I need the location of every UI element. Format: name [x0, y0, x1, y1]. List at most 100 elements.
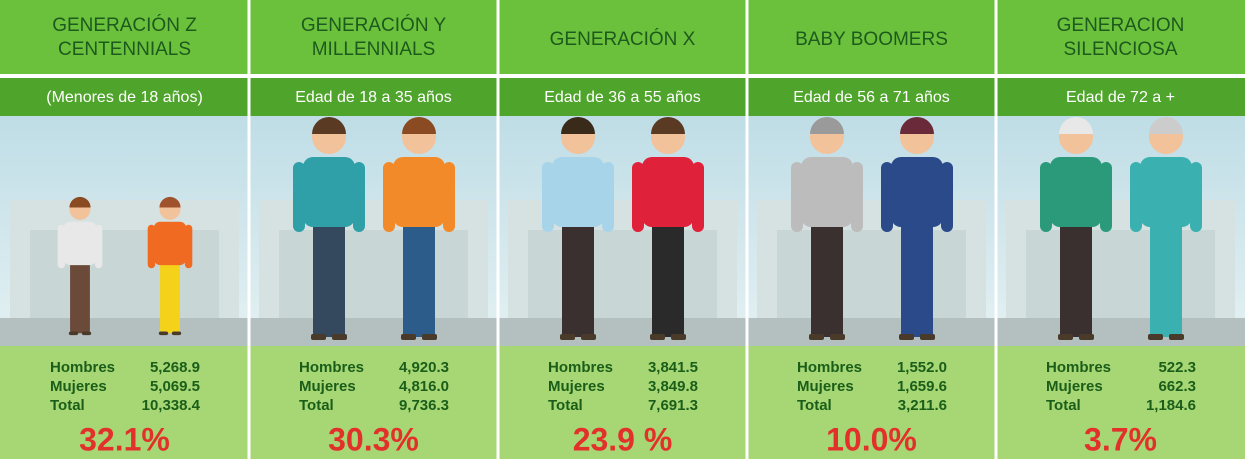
stat-label: Mujeres: [299, 378, 356, 395]
stat-value: 4,920.3: [399, 359, 449, 376]
age-range: Edad de 72 a +: [1066, 89, 1175, 106]
person-shoe: [920, 334, 935, 340]
building: [528, 230, 717, 320]
person-legs: [70, 259, 90, 333]
person-arm: [851, 162, 863, 232]
stat-label: Total: [797, 397, 832, 414]
person-legs: [313, 217, 345, 337]
stat-value: 662.3: [1158, 378, 1196, 395]
sidewalk: [498, 318, 747, 346]
person-torso: [64, 222, 96, 265]
percentage: 3.7%: [1084, 421, 1157, 457]
person-torso: [801, 157, 853, 227]
stat-label: Mujeres: [1046, 378, 1103, 395]
person-shoe: [809, 334, 824, 340]
stat-value: 3,841.5: [648, 359, 698, 376]
person-shoe: [830, 334, 845, 340]
generation-title: GENERACION: [1057, 15, 1185, 36]
person-arm: [1100, 162, 1112, 232]
building: [279, 230, 468, 320]
person-arm: [148, 225, 155, 268]
sidewalk: [747, 318, 996, 346]
sidewalk: [249, 318, 498, 346]
percentage: 32.1%: [79, 421, 170, 457]
person-arm: [632, 162, 644, 232]
person-shoe: [311, 334, 326, 340]
person-shoe: [671, 334, 686, 340]
building: [777, 230, 966, 320]
title-band: [249, 0, 498, 74]
stat-label: Total: [1046, 397, 1081, 414]
stat-label: Hombres: [548, 359, 613, 376]
person-shoe: [69, 331, 78, 335]
person-shoe: [172, 331, 181, 335]
person-torso: [552, 157, 604, 227]
generation-title: GENERACIÓN Z: [52, 14, 197, 36]
sidewalk: [0, 318, 249, 346]
person-arm: [443, 162, 455, 232]
person-legs: [901, 217, 933, 337]
percentage: 10.0%: [826, 421, 917, 457]
person-arm: [1040, 162, 1052, 232]
person-torso: [642, 157, 694, 227]
generation-title: CENTENNIALS: [58, 39, 191, 60]
person-arm: [542, 162, 554, 232]
percentage: 23.9 %: [573, 421, 673, 457]
person-arm: [692, 162, 704, 232]
person-torso: [891, 157, 943, 227]
person-arm: [185, 225, 192, 268]
stat-label: Hombres: [797, 359, 862, 376]
stat-value: 4,816.0: [399, 378, 449, 395]
person-torso: [1140, 157, 1192, 227]
stat-value: 3,211.6: [898, 397, 947, 414]
stat-value: 5,268.9: [150, 359, 200, 376]
person-shoe: [581, 334, 596, 340]
stat-value: 3,849.8: [648, 378, 698, 395]
person-legs: [652, 217, 684, 337]
sidewalk: [996, 318, 1245, 346]
stat-label: Mujeres: [797, 378, 854, 395]
person-legs: [1060, 217, 1092, 337]
person-legs: [1150, 217, 1182, 337]
person-shoe: [332, 334, 347, 340]
generation-title: MILLENNIALS: [312, 39, 436, 60]
person-arm: [602, 162, 614, 232]
person-arm: [353, 162, 365, 232]
stat-label: Hombres: [299, 359, 364, 376]
stat-value: 522.3: [1158, 359, 1196, 376]
person-legs: [562, 217, 594, 337]
person-arm: [881, 162, 893, 232]
age-range: (Menores de 18 años): [46, 89, 203, 106]
person-shoe: [401, 334, 416, 340]
generation-title: SILENCIOSA: [1063, 39, 1177, 60]
stat-value: 5,069.5: [150, 378, 200, 395]
title-band: [0, 0, 249, 74]
stat-label: Mujeres: [50, 378, 107, 395]
stat-value: 1,552.0: [897, 359, 947, 376]
stat-label: Total: [299, 397, 334, 414]
stat-value: 1,184.6: [1146, 397, 1196, 414]
person-arm: [1190, 162, 1202, 232]
person-legs: [160, 259, 180, 333]
infographic: GENERACIÓN Z CENTENNIALS (Menores de 18 añ…: [0, 0, 1245, 459]
person-shoe: [899, 334, 914, 340]
generation-title: GENERACIÓN X: [550, 28, 696, 50]
stat-value: 9,736.3: [399, 397, 449, 414]
person-torso: [1050, 157, 1102, 227]
stat-label: Hombres: [50, 359, 115, 376]
person-arm: [791, 162, 803, 232]
person-shoe: [1169, 334, 1184, 340]
age-range: Edad de 18 a 35 años: [295, 89, 452, 106]
stat-label: Hombres: [1046, 359, 1111, 376]
person-arm: [941, 162, 953, 232]
person-torso: [393, 157, 445, 227]
generation-title: BABY BOOMERS: [795, 29, 948, 50]
person-shoe: [82, 331, 91, 335]
person-shoe: [1079, 334, 1094, 340]
percentage: 30.3%: [328, 421, 419, 457]
person-legs: [811, 217, 843, 337]
stat-value: 10,338.4: [142, 397, 201, 414]
person-shoe: [422, 334, 437, 340]
person-shoe: [159, 331, 168, 335]
person-shoe: [1058, 334, 1073, 340]
